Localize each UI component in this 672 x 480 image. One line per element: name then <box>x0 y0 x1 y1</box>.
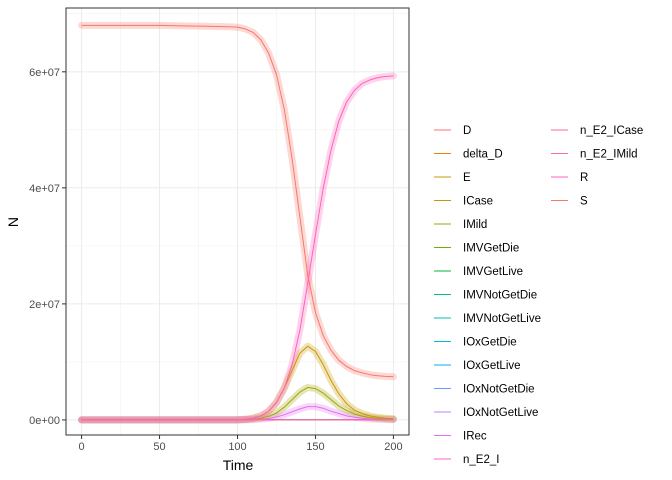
x-tick-label: 150 <box>306 441 324 453</box>
legend-item: IOxNotGetDie <box>434 384 535 396</box>
y-tick-label: 6e+07 <box>29 67 60 79</box>
x-axis: 0 50 100 150 200 <box>79 435 403 453</box>
y-axis: 0e+00 2e+07 4e+07 6e+07 <box>29 67 66 427</box>
legend-item: IMVNotGetLive <box>434 313 541 325</box>
legend-item: IOxGetLive <box>434 360 521 372</box>
legend-label: IMVGetDie <box>463 243 519 255</box>
legend-item: IMild <box>434 219 487 231</box>
legend-label: R <box>580 172 588 184</box>
legend-item: n_E2_ICase <box>551 125 643 137</box>
legend-item: D <box>434 125 471 137</box>
legend-label: IOxGetLive <box>463 360 521 372</box>
legend-label: n_E2_I <box>463 454 499 466</box>
x-tick-label: 0 <box>79 441 85 453</box>
legend-label: IOxGetDie <box>463 337 517 349</box>
legend-item: IMVGetDie <box>434 243 519 255</box>
legend-label: n_E2_ICase <box>580 125 643 137</box>
y-tick-label: 4e+07 <box>29 183 60 195</box>
legend-item: S <box>551 196 588 208</box>
x-axis-title: Time <box>223 457 254 473</box>
legend-label: S <box>580 196 588 208</box>
legend-label: IMVNotGetDie <box>463 290 537 302</box>
legend-item: delta_D <box>434 149 503 161</box>
legend-item: E <box>434 172 471 184</box>
series-line <box>81 24 394 378</box>
legend-label: IMild <box>463 219 487 231</box>
legend-label: E <box>463 172 471 184</box>
x-tick-label: 100 <box>228 441 246 453</box>
legend-label: IRec <box>463 431 487 443</box>
legend-item: R <box>551 172 588 184</box>
legend-label: n_E2_IMild <box>580 149 638 161</box>
y-tick-label: 2e+07 <box>29 299 60 311</box>
x-tick-label: 200 <box>384 441 402 453</box>
legend-item: IOxNotGetLive <box>434 407 538 419</box>
legend-item: IMVNotGetDie <box>434 290 537 302</box>
legend-item: IOxGetDie <box>434 337 517 349</box>
series-lines <box>81 24 394 421</box>
legend-label: ICase <box>463 196 493 208</box>
legend-label: D <box>463 125 471 137</box>
legend-label: IMVGetLive <box>463 266 523 278</box>
series-line <box>81 75 394 421</box>
y-axis-title: N <box>5 217 21 227</box>
legend-label: IOxNotGetDie <box>463 384 535 396</box>
legend-label: IOxNotGetLive <box>463 407 538 419</box>
legend-item: n_E2_I <box>434 454 499 466</box>
legend-item: ICase <box>434 196 493 208</box>
legend-label: IMVNotGetLive <box>463 313 541 325</box>
y-tick-label: 0e+00 <box>29 415 60 427</box>
legend-item: n_E2_IMild <box>551 149 638 161</box>
legend-label: delta_D <box>463 149 503 161</box>
legend-item: IMVGetLive <box>434 266 523 278</box>
legend-item: IRec <box>434 431 487 443</box>
x-tick-label: 50 <box>153 441 165 453</box>
